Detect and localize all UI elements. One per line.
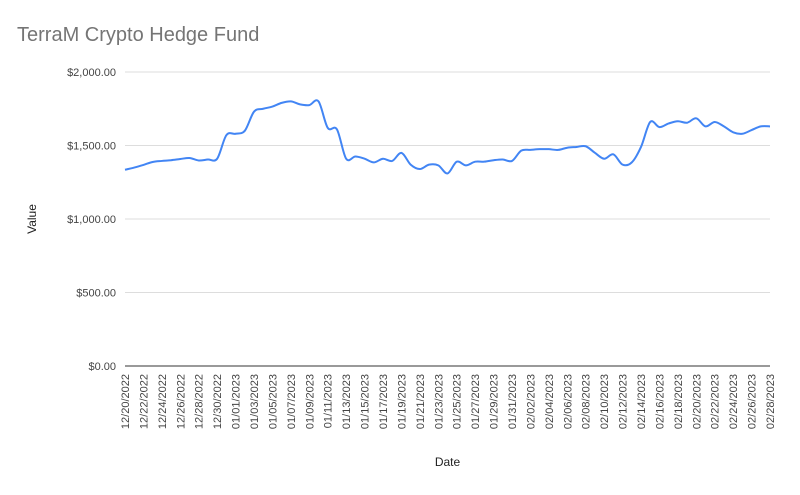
x-tick-label: 02/02/2023: [525, 374, 537, 429]
x-tick-label: 12/28/2022: [194, 374, 206, 429]
x-tick-label: 01/07/2023: [286, 374, 298, 429]
x-tick-label: 01/19/2023: [396, 374, 408, 429]
x-tick-label: 02/12/2023: [618, 374, 630, 429]
x-tick-label: 01/01/2023: [231, 374, 243, 429]
chart-title: TerraM Crypto Hedge Fund: [17, 24, 260, 46]
x-tick-label: 02/14/2023: [636, 374, 648, 429]
x-tick-label: 02/16/2023: [654, 374, 666, 429]
x-tick-label: 01/27/2023: [470, 374, 482, 429]
y-tick-labels: $0.00 $500.00 $1,000.00 $1,500.00 $2,000.00: [67, 67, 116, 373]
x-tick-label: 01/15/2023: [360, 374, 372, 429]
x-tick-label: 02/24/2023: [728, 374, 740, 429]
x-tick-label: 01/03/2023: [249, 374, 261, 429]
x-tick-label: 02/04/2023: [544, 374, 556, 429]
x-tick-labels: 12/20/2022 12/22/2022 12/24/2022 12/26/2022…: [120, 374, 777, 429]
x-tick-label: 01/09/2023: [304, 374, 316, 429]
x-tick-label: 01/29/2023: [489, 374, 501, 429]
gridlines: [125, 71, 770, 293]
x-axis-title: Date: [435, 455, 461, 469]
x-tick-label: 12/24/2022: [157, 374, 169, 429]
x-tick-label: 12/30/2022: [212, 374, 224, 429]
x-tick-label: 12/20/2022: [120, 374, 132, 429]
y-tick-label: $1,000.00: [67, 214, 116, 226]
x-tick-label: 01/11/2023: [323, 374, 335, 428]
y-tick-label: $2,000.00: [67, 67, 116, 79]
x-tick-label: 02/20/2023: [691, 374, 703, 429]
x-tick-label: 01/23/2023: [433, 374, 445, 429]
x-tick-label: 02/26/2023: [747, 374, 759, 429]
x-tick-label: 02/10/2023: [599, 374, 611, 429]
y-axis-title: Value: [25, 204, 39, 234]
x-tick-label: 01/17/2023: [378, 374, 390, 429]
x-tick-label: 01/25/2023: [452, 374, 464, 429]
x-tick-label: 12/26/2022: [175, 374, 187, 429]
x-tick-label: 02/28/2023: [765, 374, 777, 429]
x-tick-label: 02/08/2023: [581, 374, 593, 429]
x-tick-label: 02/22/2023: [710, 374, 722, 429]
y-tick-label: $1,500.00: [67, 141, 116, 153]
y-tick-label: $500.00: [76, 288, 116, 300]
series-layer: [124, 99, 771, 175]
x-tick-label: 02/18/2023: [673, 374, 685, 429]
x-tick-label: 01/21/2023: [415, 374, 427, 429]
x-tick-label: 01/31/2023: [507, 374, 519, 429]
series-line: [124, 99, 771, 175]
x-tick-label: 12/22/2022: [138, 374, 150, 429]
x-tick-label: 02/06/2023: [562, 374, 574, 429]
y-tick-label: $0.00: [88, 361, 116, 373]
x-tick-label: 01/05/2023: [267, 374, 279, 429]
x-tick-label: 01/13/2023: [341, 374, 353, 429]
